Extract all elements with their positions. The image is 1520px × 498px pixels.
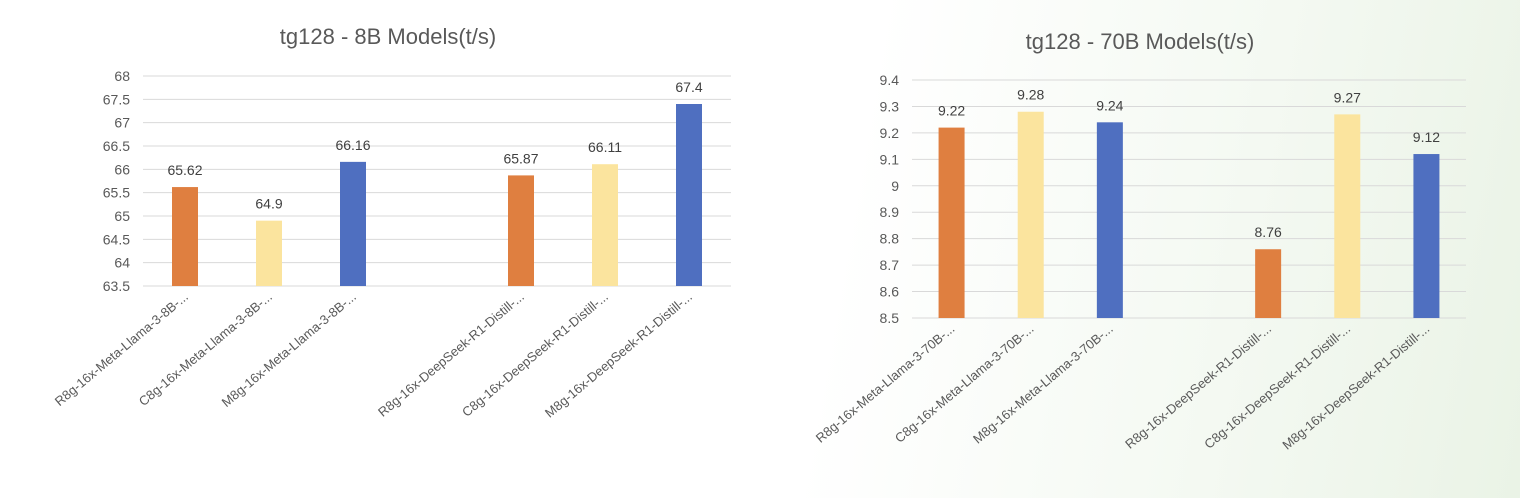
data-label: 9.22 <box>938 103 965 119</box>
y-tick-label: 65 <box>114 208 130 224</box>
y-tick-label: 9.3 <box>880 98 900 114</box>
y-tick-label: 64 <box>114 255 130 271</box>
bar <box>592 164 618 286</box>
bar <box>508 175 534 286</box>
y-tick-label: 67 <box>114 115 130 131</box>
bar <box>256 220 282 286</box>
y-tick-label: 9.1 <box>880 151 900 167</box>
x-tick-label: C8g-16x-DeepSeek-R1-Distill-... <box>459 289 611 420</box>
data-label: 8.76 <box>1255 224 1282 240</box>
y-tick-label: 66 <box>114 161 130 177</box>
chart-title: tg128 - 8B Models(t/s) <box>280 24 496 49</box>
bar <box>1017 111 1044 318</box>
x-tick-label: M8g-16x-DeepSeek-R1-Distill-... <box>542 289 695 421</box>
x-tick-label: M8g-16x-Meta-Llama-3-70B-... <box>970 321 1116 447</box>
y-tick-label: 66.5 <box>103 138 130 154</box>
data-label: 66.11 <box>588 139 622 155</box>
bar <box>676 104 702 286</box>
y-tick-label: 67.5 <box>103 91 130 107</box>
chart-8b-models: tg128 - 8B Models(t/s) 63.5 64 64.5 65 65.5 66… <box>52 24 731 421</box>
chart-title: tg128 - 70B Models(t/s) <box>1026 29 1255 54</box>
data-label: 9.28 <box>1017 87 1044 103</box>
x-tick-label: C8g-16x-Meta-Llama-3-8B-... <box>136 289 275 409</box>
y-tick-label: 9 <box>891 178 899 194</box>
bar <box>1413 154 1440 318</box>
y-tick-label: 9.2 <box>880 125 900 141</box>
data-label: 9.27 <box>1334 89 1361 105</box>
bar <box>340 161 366 286</box>
y-tick-label: 8.7 <box>880 257 900 273</box>
data-label: 9.12 <box>1413 129 1440 145</box>
y-tick-label: 63.5 <box>103 278 130 294</box>
x-tick-label: M8g-16x-DeepSeek-R1-Distill-... <box>1279 321 1432 453</box>
x-tick-label: R8g-16x-DeepSeek-R1-Distill-... <box>375 289 527 420</box>
data-label: 9.24 <box>1096 97 1123 113</box>
data-label: 65.87 <box>503 150 538 166</box>
y-tick-label: 8.8 <box>880 231 900 247</box>
x-tick-label: R8g-16x-Meta-Llama-3-8B-... <box>52 289 191 409</box>
x-tick-label: R8g-16x-DeepSeek-R1-Distill-... <box>1122 321 1274 452</box>
bar <box>938 127 965 318</box>
data-label: 66.16 <box>335 137 370 153</box>
data-label: 65.62 <box>167 162 202 178</box>
x-tick-label: R8g-16x-Meta-Llama-3-70B-... <box>813 321 958 446</box>
bar <box>172 187 198 286</box>
y-tick-label: 65.5 <box>103 185 130 201</box>
chart-70b-models: tg128 - 70B Models(t/s) 8.5 8.6 8.7 8.8 8.9 9 9… <box>813 29 1466 453</box>
x-tick-label: M8g-16x-Meta-Llama-3-8B-... <box>219 289 359 410</box>
data-label: 64.9 <box>255 196 282 212</box>
y-tick-label: 8.6 <box>880 284 900 300</box>
data-label: 67.4 <box>675 79 702 95</box>
x-tick-label: C8g-16x-DeepSeek-R1-Distill-... <box>1201 321 1353 452</box>
y-tick-label: 8.5 <box>880 310 900 326</box>
y-tick-label: 8.9 <box>880 204 900 220</box>
bar <box>1255 249 1282 318</box>
y-tick-label: 9.4 <box>880 72 900 88</box>
bar <box>1334 114 1361 318</box>
y-tick-label: 68 <box>114 68 130 84</box>
y-tick-label: 64.5 <box>103 231 130 247</box>
x-tick-label: C8g-16x-Meta-Llama-3-70B-... <box>892 321 1037 446</box>
bar <box>1096 122 1123 318</box>
